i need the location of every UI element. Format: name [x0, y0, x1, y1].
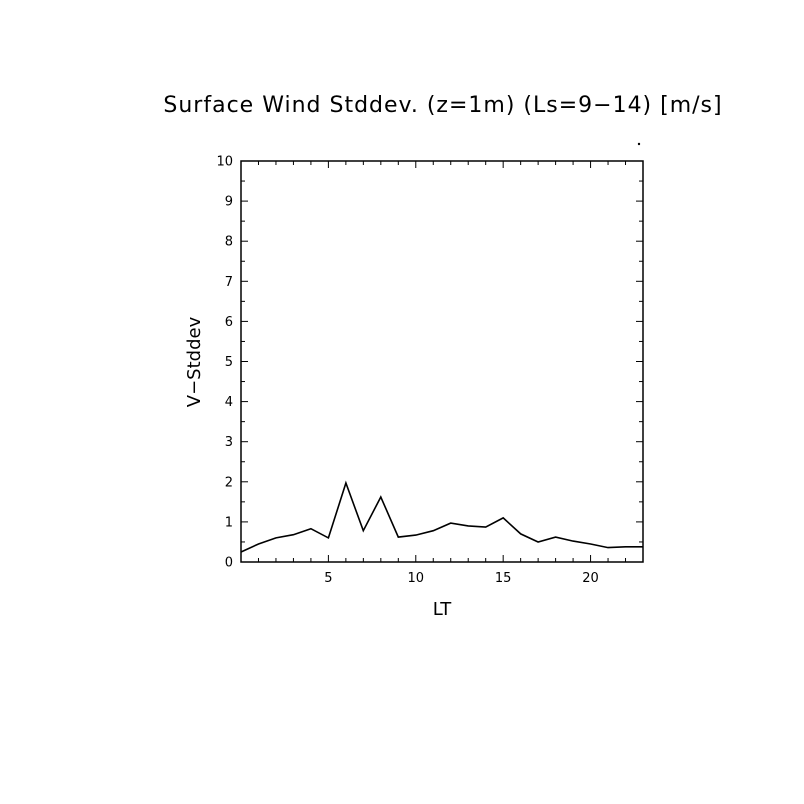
corner-dot — [637, 142, 641, 146]
y-tick-label: 2 — [225, 475, 233, 490]
x-tick-label: 20 — [582, 571, 599, 586]
y-tick-label: 5 — [225, 355, 233, 370]
y-axis-label: V−Stddev — [184, 316, 205, 407]
axis-ticks — [240, 160, 644, 563]
y-tick-label: 4 — [225, 395, 233, 410]
y-tick-label: 10 — [216, 155, 233, 170]
tick-labels: 0 1 2 3 4 5 6 7 8 9 10 5 10 15 20 — [216, 155, 598, 587]
chart-title: Surface Wind Stddev. (z=1m) (Ls=9−14) [m… — [163, 93, 722, 118]
x-tick-label: 5 — [324, 571, 332, 586]
y-tick-label: 6 — [225, 315, 233, 330]
x-tick-label: 10 — [408, 571, 425, 586]
y-tick-label: 7 — [225, 275, 233, 290]
y-tick-label: 8 — [225, 235, 233, 250]
x-axis-label: LT — [433, 599, 453, 620]
y-tick-label: 0 — [225, 556, 233, 571]
y-tick-label: 9 — [225, 195, 233, 210]
series-layer — [240, 480, 643, 553]
x-tick-label: 15 — [495, 571, 512, 586]
y-tick-label: 1 — [225, 515, 233, 530]
plot-frame — [240, 160, 644, 563]
series-line-0 — [240, 480, 643, 553]
y-tick-label: 3 — [225, 435, 233, 450]
